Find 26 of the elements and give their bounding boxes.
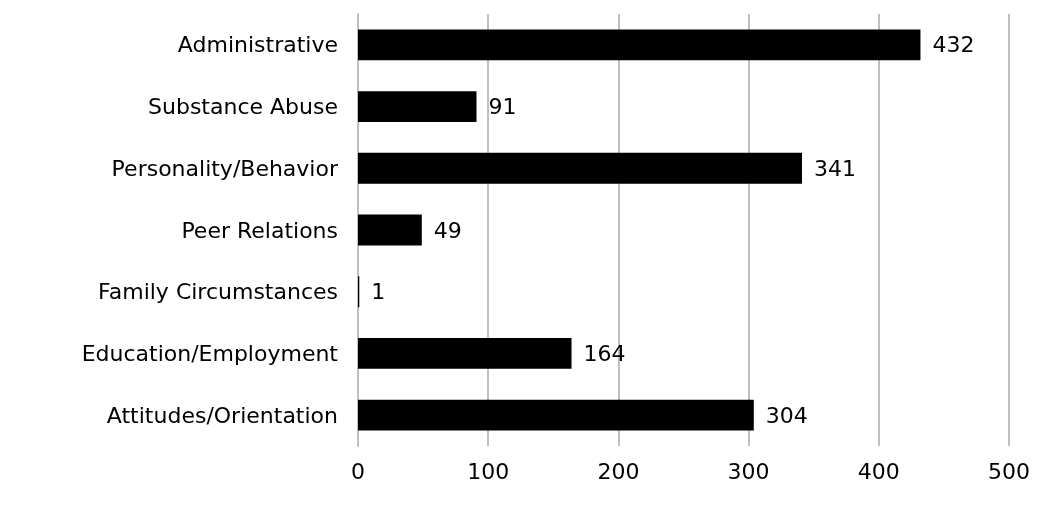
x-tick-label: 100 (467, 458, 510, 484)
bar (358, 399, 754, 431)
data-label: 164 (583, 340, 626, 366)
y-tick-label: Education/Employment (81, 340, 339, 366)
bar (358, 29, 921, 61)
x-tick-label: 400 (857, 458, 900, 484)
bar (358, 338, 572, 369)
y-tick-label: Peer Relations (181, 217, 338, 243)
x-tick-label: 500 (988, 458, 1030, 484)
bar (358, 91, 477, 122)
y-tick-label: Administrative (177, 32, 338, 58)
y-tick-label: Substance Abuse (148, 94, 338, 120)
x-tick-label: 200 (597, 458, 640, 484)
y-tick-label: Personality/Behavior (111, 155, 339, 181)
bar (358, 214, 422, 246)
data-label: 49 (433, 217, 462, 243)
data-label: 341 (813, 155, 856, 181)
y-tick-label: Attitudes/Orientation (106, 402, 338, 428)
y-tick-label: Family Circumstances (98, 279, 338, 305)
data-label: 91 (488, 94, 517, 120)
x-tick-label: 0 (351, 458, 365, 484)
data-label: 1 (371, 279, 386, 305)
x-tick-label: 300 (727, 458, 770, 484)
bar (358, 152, 802, 184)
data-label: 304 (765, 402, 808, 428)
data-label: 432 (932, 32, 975, 58)
